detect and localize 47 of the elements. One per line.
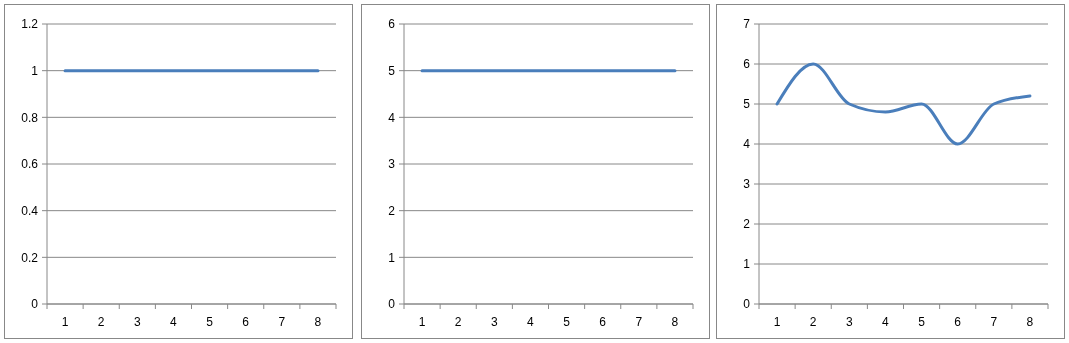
y-tick-label: 0 — [388, 297, 396, 312]
y-tick-label: 6 — [743, 57, 751, 72]
y-tick-label: 1 — [388, 250, 396, 265]
y-tick-label: 0 — [743, 297, 751, 312]
x-tick-label: 3 — [845, 315, 853, 329]
y-tick-label: 7 — [743, 17, 751, 32]
y-tick-label: 3 — [743, 177, 751, 192]
y-tick-label: 1 — [743, 257, 751, 272]
x-tick-label: 7 — [278, 315, 286, 329]
x-tick-label: 1 — [61, 315, 69, 329]
x-tick-label: 4 — [170, 315, 178, 329]
x-tick-label: 5 — [206, 315, 214, 329]
x-tick-label: 6 — [599, 315, 607, 329]
y-tick-label: 5 — [743, 97, 751, 112]
x-tick-label: 2 — [809, 315, 817, 329]
y-tick-label: 0 — [31, 297, 39, 312]
y-tick-label: 3 — [388, 157, 396, 172]
x-tick-label: 3 — [490, 315, 498, 329]
x-tick-label: 4 — [882, 315, 890, 329]
y-tick-label: 5 — [388, 63, 396, 78]
y-tick-label: 0.6 — [21, 157, 39, 172]
y-tick-label: 1 — [31, 63, 39, 78]
x-tick-label: 5 — [918, 315, 926, 329]
y-tick-label: 1.2 — [21, 17, 39, 32]
line-series — [775, 62, 1032, 146]
y-tick-label: 0.2 — [21, 250, 39, 265]
y-tick-label: 2 — [388, 203, 396, 218]
x-tick-label: 8 — [671, 315, 679, 329]
y-tick-label: 6 — [388, 17, 396, 32]
x-tick-label: 7 — [635, 315, 643, 329]
x-tick-label: 4 — [527, 315, 535, 329]
x-tick-label: 7 — [990, 315, 998, 329]
x-tick-label: 1 — [773, 315, 781, 329]
y-tick-label: 2 — [743, 217, 751, 232]
x-tick-label: 5 — [563, 315, 571, 329]
x-tick-label: 2 — [454, 315, 462, 329]
x-tick-label: 1 — [418, 315, 426, 329]
y-tick-label: 0.4 — [21, 203, 39, 218]
y-tick-label: 0.8 — [21, 110, 39, 125]
x-tick-label: 8 — [1026, 315, 1034, 329]
x-tick-label: 6 — [242, 315, 250, 329]
x-tick-label: 6 — [954, 315, 962, 329]
x-tick-label: 3 — [133, 315, 141, 329]
x-tick-label: 2 — [97, 315, 105, 329]
y-tick-label: 4 — [388, 110, 396, 125]
y-tick-label: 4 — [743, 137, 751, 152]
x-tick-label: 8 — [314, 315, 322, 329]
